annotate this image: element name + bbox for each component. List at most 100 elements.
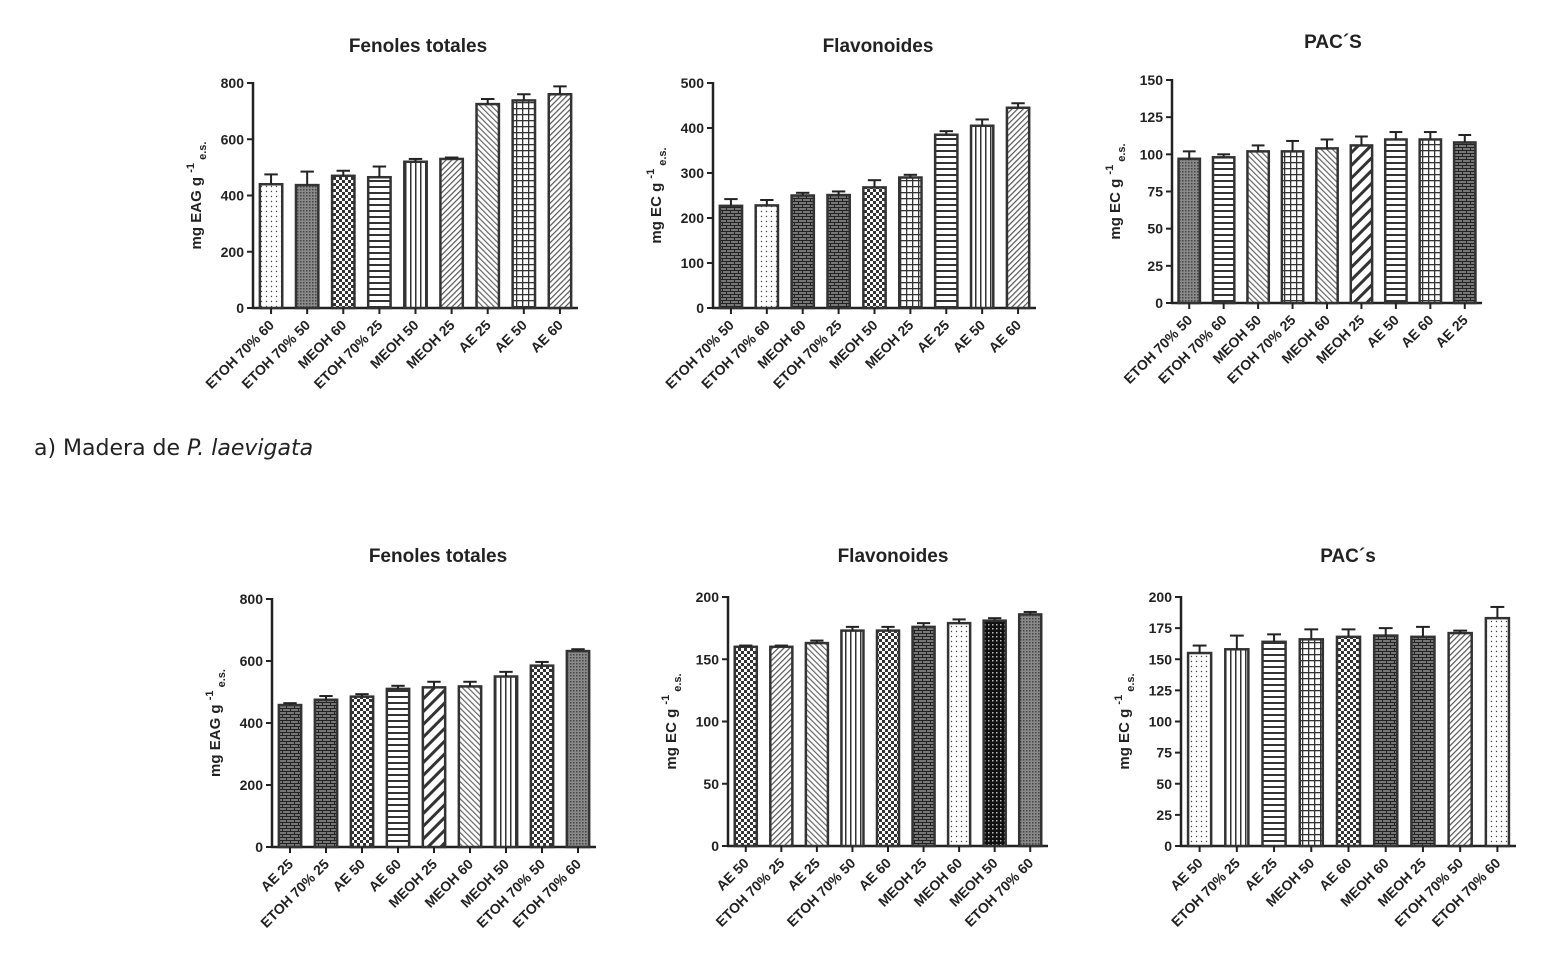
bar [366,175,392,310]
y-axis-label-sub: e.s. [1116,143,1128,164]
y-tick-label: 50 [1147,221,1163,237]
chart-title: Flavonoides [823,36,934,57]
bar [439,157,465,310]
x-category-label: AE 50 [1363,312,1402,351]
y-axis-label: mg EC g -1 e.s. [1113,673,1137,769]
bar [1315,147,1339,305]
bar [565,649,591,849]
bar [969,124,995,310]
y-tick-label: 0 [1164,838,1172,854]
x-category-label: AE 60 [527,317,566,356]
y-tick-label: 0 [236,300,244,316]
bar [258,183,284,310]
y-axis-label-sup: -1 [660,695,672,705]
bar [898,176,923,310]
y-tick-label: 200 [696,589,720,605]
y-tick-label: 150 [696,651,720,667]
bar [754,204,780,310]
y-axis-label: mg EAG g -1 e.s. [185,142,209,250]
y-tick-label: 400 [240,715,264,731]
bar [826,193,851,310]
x-category-label: AE 25 [914,317,953,356]
y-tick-label: 0 [696,300,704,316]
y-axis-label: mg EC g -1 e.s. [645,147,669,243]
bar [1410,635,1436,848]
bar [933,133,959,310]
y-tick-label: 100 [681,255,705,271]
x-category-label: AE 50 [949,317,988,356]
chart-1: Fenoles totales 0 200 400 600 800 mg EAG g -1 … [185,36,578,392]
y-axis-label-main: mg EC g [1116,705,1133,770]
bar [349,695,375,849]
y-tick-label: 600 [221,131,245,147]
y-axis-label-sub: e.s. [672,673,684,694]
y-axis-label-sup: -1 [204,690,216,700]
bar [840,629,865,848]
y-tick-label: 200 [681,210,705,226]
chart-4: Fenoles totales 0 200 400 600 800 mg EAG g -1 … [204,546,596,931]
bar [1349,144,1374,305]
bar [1017,613,1043,848]
y-tick-label: 25 [1156,807,1172,823]
bar [911,625,936,848]
y-axis-label-main: mg EAG g [188,173,205,250]
chart-title: PAC´s [1320,546,1376,567]
bar [862,186,887,310]
bar [1186,651,1213,848]
bar [1224,648,1250,848]
y-tick-label: 500 [681,75,705,91]
bar [1280,150,1305,305]
x-category-label: AE 25 [1432,312,1471,351]
y-tick-label: 400 [221,188,245,204]
y-axis-label-sub: e.s. [1125,673,1137,694]
chart-title: Fenoles totales [349,36,487,57]
chart-2: Flavonoides 0 100 200 300 400 500 mg EC g -1 e.… [645,36,1036,392]
bar [718,204,744,310]
y-tick-label: 150 [1140,72,1164,88]
y-axis-label-sub: e.s. [657,147,669,168]
y-tick-label: 125 [1149,682,1173,698]
bar [529,664,555,849]
bar [982,619,1007,848]
bar [875,629,901,848]
y-tick-label: 150 [1149,651,1173,667]
y-tick-label: 25 [1147,258,1163,274]
y-tick-label: 100 [1140,146,1164,162]
bar [313,698,339,849]
chart-title: Flavonoides [838,546,949,567]
bar [1372,634,1399,848]
y-axis-label-main: mg EC g [1107,175,1124,240]
figure-caption: a) Madera de P. laevigata [34,436,313,461]
y-tick-label: 50 [1156,776,1172,792]
bar [1246,150,1271,305]
y-tick-label: 50 [703,776,719,792]
y-axis-label-main: mg EC g [663,705,680,770]
bar [457,685,483,849]
bar [1484,616,1511,848]
bar [1418,138,1443,305]
bar [1298,638,1325,848]
y-axis-label-sup: -1 [645,169,657,179]
x-category-label: AE 60 [985,317,1024,356]
bar [1177,157,1202,305]
y-tick-label: 100 [1149,714,1173,730]
x-category-label: AE 25 [455,317,494,356]
chart-6: PAC´s 0 25 50 75 100 125 150 175 200 mg EC g -1 e.… [1113,546,1516,930]
bar [277,703,303,849]
bar [946,621,972,848]
bar [1005,106,1031,310]
bar [421,686,447,849]
charts-group: Fenoles totales 0 200 400 600 800 mg EAG g -1 … [185,32,1516,931]
y-axis-label-main: mg EAG g [207,700,224,777]
x-category-label: AE 50 [491,317,530,356]
bar [511,99,537,310]
y-axis-label-sub: e.s. [197,142,209,163]
chart-title: Fenoles totales [369,546,507,567]
y-axis-label: mg EC g -1 e.s. [1104,143,1128,239]
y-tick-label: 800 [240,591,264,607]
bar [475,102,501,310]
y-axis-label-sub: e.s. [216,669,228,690]
